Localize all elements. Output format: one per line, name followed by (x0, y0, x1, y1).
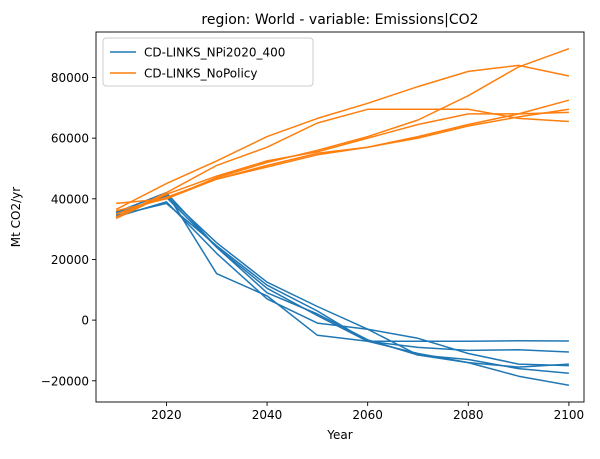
x-tick-label: 2020 (151, 408, 182, 422)
x-axis-label: Year (326, 428, 352, 442)
y-tick-label: −20000 (41, 374, 89, 388)
legend-box (102, 37, 314, 87)
x-tick-label: 2060 (352, 408, 383, 422)
x-tick-label: 2080 (453, 408, 484, 422)
y-tick-label: 40000 (51, 192, 89, 206)
y-tick-label: 60000 (51, 132, 89, 146)
series-layer (115, 47, 570, 387)
series-line-4 (115, 202, 569, 368)
series-line-12 (115, 108, 570, 212)
series-line-1 (115, 191, 569, 343)
series-line-2 (115, 196, 569, 353)
series-line-8 (115, 64, 570, 211)
y-tick-label: 0 (81, 314, 89, 328)
y-tick-label: 20000 (51, 253, 89, 267)
series-line-10 (115, 99, 570, 215)
series-line-11 (115, 111, 569, 220)
y-axis: −20000 0 20000 40000 60000 80000 (41, 71, 96, 388)
series-line-6 (115, 191, 570, 387)
series-line-9 (115, 108, 569, 218)
plot-frame (95, 31, 585, 403)
y-axis-label: Mt CO2/yr (9, 187, 23, 247)
chart-title: region: World - variable: Emissions|CO2 (201, 12, 478, 28)
x-tick-label: 2100 (554, 408, 585, 422)
legend: CD-LINKS_NPi2020_400 CD-LINKS_NoPolicy (102, 37, 314, 87)
legend-label: CD-LINKS_NPi2020_400 (144, 46, 285, 60)
x-tick-label: 2040 (252, 408, 283, 422)
x-axis: 2020 2040 2060 2080 2100 (151, 402, 584, 422)
legend-label: CD-LINKS_NoPolicy (144, 67, 257, 81)
y-tick-label: 80000 (51, 71, 89, 85)
